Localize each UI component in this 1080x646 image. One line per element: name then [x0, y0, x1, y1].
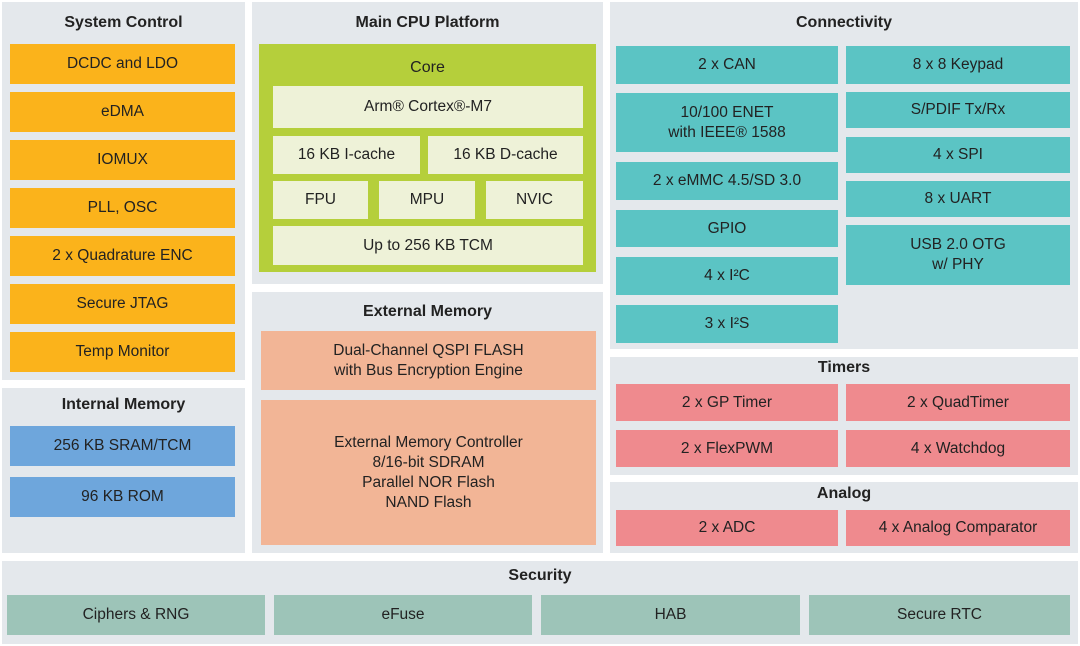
- block: Secure RTC: [809, 595, 1070, 635]
- block: Arm® Cortex®-M7: [273, 86, 583, 128]
- block: eFuse: [274, 595, 532, 635]
- block: MPU: [379, 181, 475, 219]
- section-title: Timers: [817, 359, 871, 376]
- block: 4 x Watchdog: [846, 430, 1070, 467]
- block: USB 2.0 OTG w/ PHY: [846, 225, 1070, 285]
- block: HAB: [541, 595, 800, 635]
- block: NVIC: [486, 181, 583, 219]
- block: Temp Monitor: [10, 332, 235, 372]
- block: 4 x SPI: [846, 137, 1070, 173]
- block: 2 x eMMC 4.5/SD 3.0: [616, 162, 838, 200]
- block: 96 KB ROM: [10, 477, 235, 517]
- block: 4 x I²C: [616, 257, 838, 295]
- block: FPU: [273, 181, 368, 219]
- section-title: System Control: [64, 14, 183, 31]
- section-title: Connectivity: [795, 14, 892, 31]
- block: 2 x CAN: [616, 46, 838, 84]
- block: 16 KB I-cache: [273, 136, 420, 174]
- section-title: Main CPU Platform: [355, 14, 500, 31]
- block: 2 x ADC: [616, 510, 838, 546]
- block: 10/100 ENET with IEEE® 1588: [616, 93, 838, 152]
- block: Up to 256 KB TCM: [273, 226, 583, 265]
- block: Secure JTAG: [10, 284, 235, 324]
- block: 8 x UART: [846, 181, 1070, 217]
- block: 8 x 8 Keypad: [846, 46, 1070, 84]
- block: PLL, OSC: [10, 188, 235, 228]
- section-title: Security: [508, 567, 572, 584]
- block: 2 x Quadrature ENC: [10, 236, 235, 276]
- block: 16 KB D-cache: [428, 136, 583, 174]
- section-title: Analog: [816, 485, 872, 502]
- block: 4 x Analog Comparator: [846, 510, 1070, 546]
- block: 3 x I²S: [616, 305, 838, 343]
- block: 2 x GP Timer: [616, 384, 838, 421]
- block: 2 x QuadTimer: [846, 384, 1070, 421]
- block: GPIO: [616, 210, 838, 247]
- block: S/PDIF Tx/Rx: [846, 92, 1070, 128]
- block: eDMA: [10, 92, 235, 132]
- block: External Memory Controller 8/16-bit SDRA…: [261, 400, 596, 545]
- section-panel: [2, 388, 245, 553]
- block: Dual-Channel QSPI FLASH with Bus Encrypt…: [261, 331, 596, 390]
- section-title: Internal Memory: [61, 396, 186, 413]
- section-title: External Memory: [363, 303, 492, 320]
- block: 256 KB SRAM/TCM: [10, 426, 235, 466]
- block: DCDC and LDO: [10, 44, 235, 84]
- block: 2 x FlexPWM: [616, 430, 838, 467]
- block: IOMUX: [10, 140, 235, 180]
- core-label: Core: [410, 59, 445, 76]
- block: Ciphers & RNG: [7, 595, 265, 635]
